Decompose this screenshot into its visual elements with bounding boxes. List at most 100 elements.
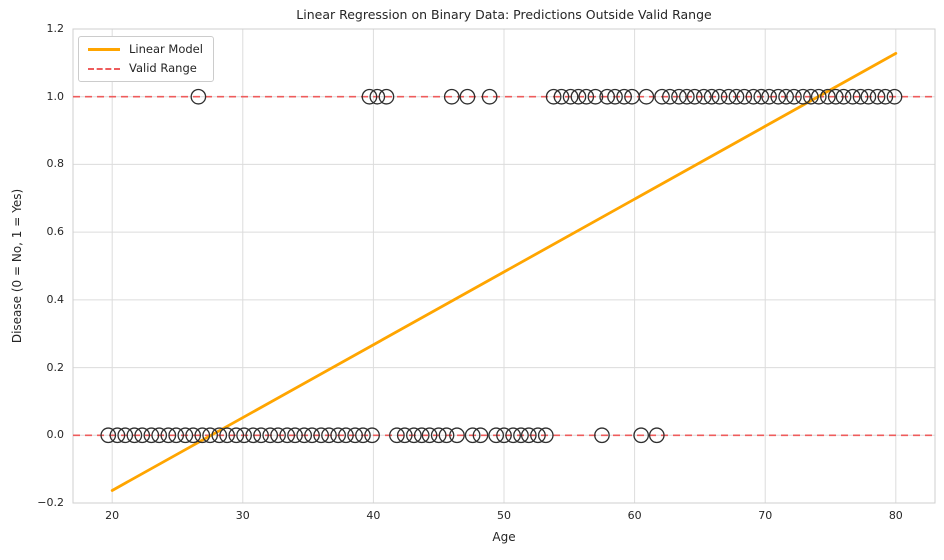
scatter-point-disease-1: [810, 88, 827, 105]
scatter-point-disease-0: [262, 427, 279, 444]
y-tick-label: 0.8: [46, 157, 65, 171]
scatter-point-disease-0: [279, 427, 296, 444]
x-tick-label: 40: [366, 509, 381, 522]
scatter-point-disease-1: [686, 88, 703, 105]
scatter-point-disease-0: [270, 427, 286, 444]
scatter-point-disease-1: [481, 88, 498, 105]
scatter-point-disease-1: [587, 88, 604, 105]
scatter-point-disease-0: [389, 427, 405, 444]
scatter-point-disease-1: [778, 88, 794, 105]
scatter-point-disease-0: [633, 427, 649, 444]
scatter-point-disease-0: [421, 427, 438, 444]
x-tick-label: 20: [105, 509, 120, 522]
scatter-point-disease-1: [745, 88, 762, 105]
scatter-point-disease-1: [459, 88, 476, 105]
y-tick-label: 1.2: [46, 22, 65, 35]
scatter-point-disease-1: [770, 88, 787, 105]
scatter-point-disease-1: [599, 88, 616, 105]
scatter-point-disease-0: [464, 427, 481, 444]
scatter-point-disease-0: [355, 427, 371, 444]
scatter-point-disease-1: [369, 88, 386, 105]
scatter-point-disease-1: [678, 88, 695, 105]
y-tick-label: 1.0: [46, 89, 65, 103]
scatter-point-disease-0: [430, 427, 447, 444]
scatter-point-disease-0: [520, 427, 537, 444]
scatter-point-disease-0: [413, 427, 430, 444]
scatter-point-disease-1: [820, 88, 836, 105]
scatter-point-disease-0: [211, 427, 228, 444]
x-tick-label: 80: [888, 509, 903, 522]
scatter-point-disease-0: [364, 427, 380, 444]
scatter-point-disease-1: [795, 88, 811, 105]
y-tick-label: 0.2: [46, 360, 65, 374]
scatter-point-disease-0: [513, 427, 529, 444]
scatter-point-disease-0: [177, 427, 194, 444]
y-tick-label: 0.4: [46, 292, 65, 306]
y-tick-label: −0.2: [37, 496, 64, 509]
x-tick-label: 70: [758, 509, 773, 522]
scatter-point-disease-0: [449, 427, 465, 444]
linear-model-line: [110, 51, 898, 492]
scatter-point-disease-0: [304, 427, 320, 444]
legend: Linear Model Valid Range: [78, 36, 214, 82]
legend-item-valid-range: Valid Range: [88, 62, 203, 75]
scatter-point-disease-0: [648, 427, 665, 444]
scatter-point-disease-0: [117, 427, 134, 444]
scatter-point-disease-1: [654, 88, 670, 105]
scatter-point-disease-0: [438, 427, 455, 444]
scatter-point-disease-0: [472, 427, 489, 444]
chart-title: Linear Regression on Binary Data: Predic…: [296, 7, 712, 22]
scatter-point-disease-0: [143, 427, 160, 444]
x-axis-label: Age: [492, 530, 516, 544]
scatter-point-disease-0: [202, 427, 218, 444]
scatter-point-disease-1: [720, 88, 737, 105]
scatter-point-disease-1: [638, 88, 655, 105]
scatter-point-disease-0: [338, 427, 354, 444]
plot-border: [72, 28, 936, 504]
scatter-point-disease-1: [570, 88, 587, 105]
scatter-point-disease-1: [616, 88, 633, 105]
scatter-point-disease-0: [296, 427, 313, 444]
scatter-point-disease-0: [253, 427, 269, 444]
legend-label: Valid Range: [129, 61, 197, 75]
scatter-point-disease-1: [803, 88, 819, 105]
scatter-point-disease-0: [537, 427, 554, 444]
scatter-point-disease-0: [100, 427, 117, 444]
valid-range-line-swatch: [88, 67, 120, 70]
scatter-point-disease-1: [607, 88, 623, 105]
scatter-point-disease-1: [852, 88, 869, 105]
scatter-point-disease-1: [190, 88, 207, 105]
scatter-point-disease-1: [869, 88, 886, 105]
scatter-point-disease-1: [671, 88, 687, 105]
scatter-point-disease-0: [347, 427, 363, 444]
scatter-point-disease-1: [545, 88, 562, 105]
scatter-point-disease-0: [151, 427, 168, 444]
scatter-point-disease-0: [236, 427, 252, 444]
scatter-point-disease-1: [695, 88, 712, 105]
x-tick-label: 30: [235, 509, 250, 522]
legend-item-linear-model: Linear Model: [88, 43, 203, 56]
scatter-point-disease-0: [406, 427, 422, 444]
scatter-point-disease-1: [844, 88, 861, 105]
x-tick-label: 50: [497, 509, 511, 522]
scatter-point-disease-0: [109, 427, 126, 444]
scatter-point-disease-1: [662, 88, 678, 105]
scatter-point-disease-0: [134, 427, 151, 444]
scatter-point-disease-1: [711, 88, 728, 105]
scatter-point-disease-1: [703, 88, 720, 105]
scatter-point-disease-1: [578, 88, 595, 105]
scatter-point-disease-1: [736, 88, 753, 105]
scatter-point-disease-0: [160, 427, 177, 444]
legend-label: Linear Model: [129, 42, 203, 56]
scatter-point-disease-1: [361, 88, 378, 105]
scatter-point-disease-1: [835, 88, 852, 105]
scatter-point-disease-0: [168, 427, 185, 444]
scatter-point-disease-0: [330, 427, 346, 444]
scatter-point-disease-1: [378, 88, 395, 105]
scatter-point-disease-0: [496, 427, 512, 444]
scatter-point-disease-1: [877, 88, 894, 105]
scatter-point-disease-0: [245, 427, 262, 444]
scatter-point-disease-1: [443, 88, 460, 105]
